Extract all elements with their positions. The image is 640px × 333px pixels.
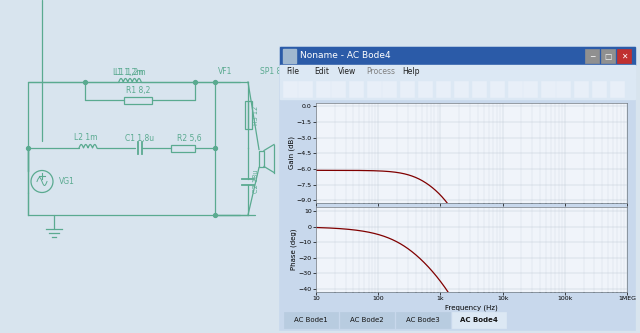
Text: Noname - AC Bode4: Noname - AC Bode4	[300, 52, 390, 61]
Bar	[280, 47, 635, 330]
Text: ✕: ✕	[621, 52, 627, 61]
Bar	[574, 81, 588, 97]
Text: L2 1m: L2 1m	[74, 134, 98, 143]
Bar	[400, 81, 414, 97]
Bar	[298, 81, 312, 97]
Text: L1 1,2m: L1 1,2m	[115, 68, 145, 77]
Bar	[418, 81, 432, 97]
Text: SP1 8: SP1 8	[260, 68, 281, 77]
Bar	[523, 81, 537, 97]
Bar	[331, 81, 345, 97]
Bar	[601, 49, 615, 63]
Bar	[556, 81, 570, 97]
Text: L1 1,2m: L1 1,2m	[113, 68, 143, 77]
Bar	[585, 49, 599, 63]
Bar	[452, 312, 506, 328]
Text: C2 18u: C2 18u	[253, 170, 259, 193]
Bar	[171, 145, 195, 152]
Y-axis label: Phase (deg): Phase (deg)	[291, 228, 298, 270]
Text: □: □	[604, 52, 612, 61]
Bar	[508, 81, 522, 97]
Text: View: View	[338, 68, 356, 77]
Bar	[396, 312, 450, 328]
Text: AC Bode2: AC Bode2	[350, 317, 384, 323]
Bar	[617, 49, 631, 63]
Bar	[340, 312, 394, 328]
Bar	[382, 81, 396, 97]
Text: Process: Process	[366, 68, 395, 77]
Bar	[280, 47, 635, 65]
Bar	[349, 81, 363, 97]
Text: Help: Help	[402, 68, 419, 77]
Bar	[244, 101, 252, 129]
Bar	[490, 81, 504, 97]
Text: VF1: VF1	[218, 68, 232, 77]
Text: R2 5,6: R2 5,6	[177, 134, 202, 143]
Bar	[316, 81, 330, 97]
Bar	[283, 49, 296, 63]
Bar	[367, 81, 381, 97]
Text: AC Bode1: AC Bode1	[294, 317, 328, 323]
Bar	[124, 97, 152, 104]
Bar	[436, 81, 450, 97]
Text: VG1: VG1	[59, 177, 75, 186]
Bar	[541, 81, 555, 97]
Bar	[472, 81, 486, 97]
Text: AC Bode4: AC Bode4	[460, 317, 498, 323]
X-axis label: Frequency (Hz): Frequency (Hz)	[445, 304, 498, 310]
Y-axis label: Gain (dB): Gain (dB)	[289, 136, 295, 169]
Text: R3 12: R3 12	[253, 105, 259, 125]
Text: Edit: Edit	[314, 68, 329, 77]
Bar	[610, 81, 624, 97]
Text: C1 1,8u: C1 1,8u	[125, 134, 155, 143]
Bar	[280, 79, 635, 99]
Text: File: File	[286, 68, 299, 77]
Bar	[592, 81, 606, 97]
Bar	[283, 81, 297, 97]
Bar	[280, 65, 635, 79]
Bar	[284, 312, 338, 328]
Text: AC Bode3: AC Bode3	[406, 317, 440, 323]
Bar	[454, 81, 468, 97]
Text: ─: ─	[589, 52, 595, 61]
Bar	[259, 151, 264, 166]
Text: R1 8,2: R1 8,2	[126, 87, 150, 96]
